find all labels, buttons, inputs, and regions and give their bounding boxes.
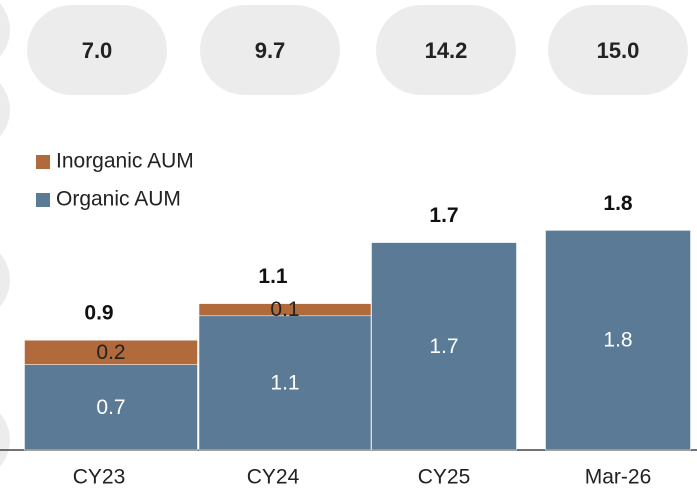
segment-label: 0.2 <box>96 341 125 364</box>
legend-label: Inorganic AUM <box>56 150 194 173</box>
total-label: 0.9 <box>84 302 113 325</box>
bar-segment <box>24 364 198 451</box>
x-tick-label: CY24 <box>247 466 300 489</box>
segment-label: 1.1 <box>270 371 299 394</box>
bar-segment <box>24 339 198 365</box>
legend-label: Organic AUM <box>56 188 181 211</box>
decor <box>0 83 10 137</box>
badge-label: 9.7 <box>255 38 286 63</box>
segment-label: 0.1 <box>270 298 299 321</box>
bar-segment <box>198 315 372 451</box>
x-tick-label: CY23 <box>73 466 126 489</box>
bar-segment <box>371 242 517 451</box>
badge-label: 15.0 <box>597 38 640 63</box>
legend-swatch <box>36 193 50 207</box>
bar-segment <box>545 230 691 451</box>
total-label: 1.1 <box>258 265 288 288</box>
badge <box>376 5 516 95</box>
x-tick-label: Mar-26 <box>585 466 652 489</box>
badge <box>200 5 340 95</box>
decor <box>0 253 10 307</box>
total-label: 1.7 <box>429 204 458 227</box>
badge-label: 14.2 <box>425 38 468 63</box>
segment-label: 1.8 <box>603 329 632 352</box>
badge-label: 7.0 <box>82 38 113 63</box>
bar-segment <box>198 303 372 317</box>
segment-label: 1.7 <box>429 335 458 358</box>
segment-label: 0.7 <box>96 396 125 419</box>
total-label: 1.8 <box>603 192 633 215</box>
badge <box>27 5 167 95</box>
decor <box>0 413 10 467</box>
legend-swatch <box>36 155 50 169</box>
badge <box>548 5 688 95</box>
decor <box>0 3 10 57</box>
x-tick-label: CY25 <box>418 466 471 489</box>
